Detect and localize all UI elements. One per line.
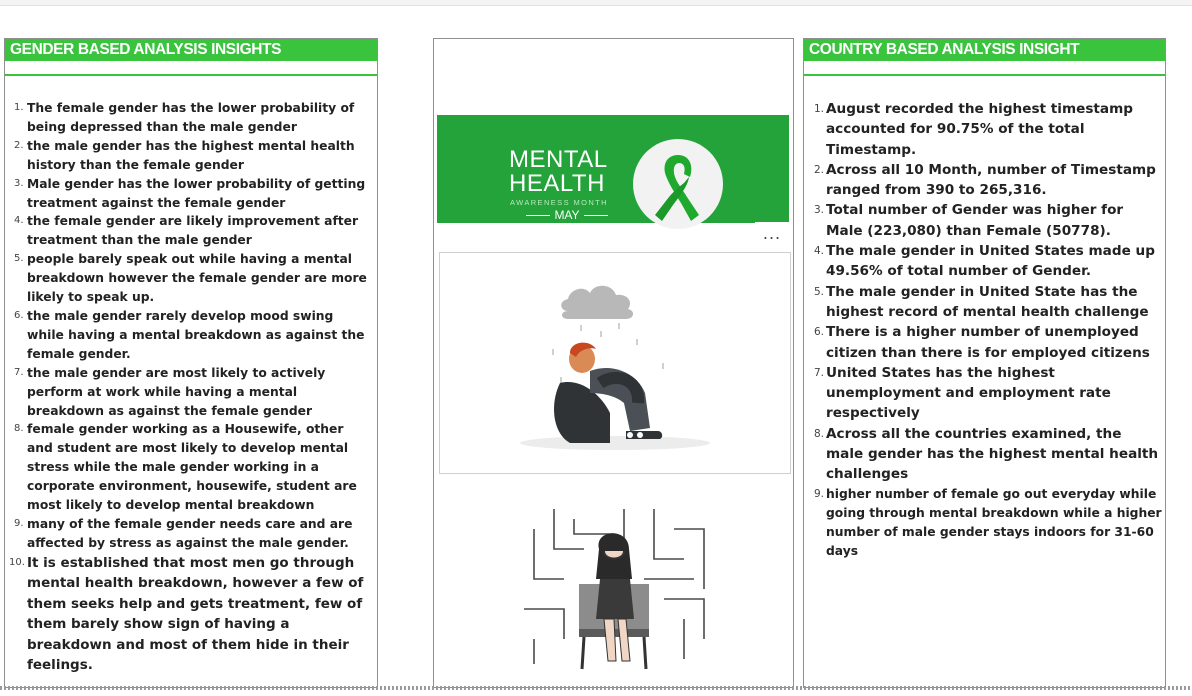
list-item: 8. Across all the countries examined, the… [814,425,1159,483]
banner-month: MAY [511,208,623,222]
list-item: 10. It is established that most men go th… [9,554,364,674]
list-item: 5. The male gender in United State has th… [814,283,1149,320]
list-item: 1. August recorded the highest timestamp … [814,101,1133,158]
ribbon-icon [633,139,723,229]
country-insights-list: 1. August recorded the highest timestamp … [804,99,1165,561]
list-item: 9. higher number of female go out everyda… [814,486,1162,558]
bottom-dotted-border [0,686,1192,690]
list-item: 4. The male gender in United States made … [814,243,1155,280]
list-item: 9. many of the female gender needs care a… [14,516,353,550]
list-item: 7. the male gender are most likely to act… [14,365,326,418]
list-item: 8. female gender working as a Housewife, … [14,422,357,513]
country-insights-title: COUNTRY BASED ANALYSIS INSIGHT [804,39,1165,61]
list-item: 3. Male gender has the lower probability … [14,176,366,210]
stressed-woman-illustration [504,489,724,679]
depressed-man-illustration [439,252,791,474]
list-item: 6. There is a higher number of unemployed… [814,324,1150,361]
image-column: MENTAL HEALTH AWARENESS MONTH MAY ... [433,38,794,688]
header-divider [804,74,1165,76]
list-item: 2. the male gender has the highest mental… [14,138,355,172]
banner-subtitle: AWARENESS MONTH [510,198,608,207]
list-item: 5. people barely speak out while having a… [14,252,367,305]
list-item: 3. Total number of Gender was higher for … [814,202,1124,239]
list-item: 1. The female gender has the lower proba… [14,101,355,134]
list-item: 2. Across all 10 Month, number of Timesta… [814,161,1156,199]
more-options-button[interactable]: ... [755,222,789,252]
list-item: 7. United States has the highest unemploy… [814,364,1111,422]
mental-health-banner: MENTAL HEALTH AWARENESS MONTH MAY [437,115,789,229]
list-item: 6. the male gender rarely develop mood sw… [14,308,365,361]
list-item: 4. the female gender are likely improveme… [14,214,359,248]
country-insights-card: COUNTRY BASED ANALYSIS INSIGHT 1. August … [803,38,1166,688]
window-top-bar [0,0,1192,6]
banner-title: MENTAL HEALTH [509,146,608,197]
gender-insights-card: GENDER BASED ANALYSIS INSIGHTS 1. The fe… [4,38,378,688]
gender-insights-title: GENDER BASED ANALYSIS INSIGHTS [5,39,377,61]
header-divider [5,74,377,76]
gender-insights-list: 1. The female gender has the lower proba… [5,99,377,676]
